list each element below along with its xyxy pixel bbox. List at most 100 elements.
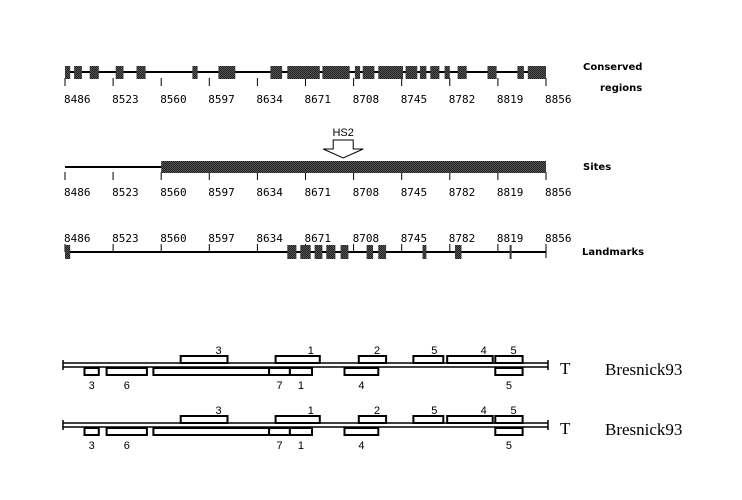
site-box-bottom [268, 367, 291, 376]
landmarks-track: 8486 8523 8560 8597 8634 8671 8708 8745 8782 8819… [64, 232, 572, 259]
tick-label: 8597 [208, 232, 235, 245]
site-box-top [494, 415, 524, 424]
tick-label: 8671 [305, 93, 332, 106]
site-number: 7 [276, 380, 282, 392]
region-block [65, 66, 71, 79]
tick-label: 8597 [208, 186, 235, 199]
conserved-label-2: regions [600, 83, 642, 94]
site-number: 4 [481, 405, 487, 417]
factor-tracks: 3 1 2 5 4 5 3 6 7 1 4 5 3 1 2 5 4 5 3 6 7 1 4 5 [62, 345, 549, 452]
tick-label: 8856 [545, 93, 572, 106]
tick-label: 8819 [497, 186, 524, 199]
site-box-bottom [83, 367, 100, 376]
site-box-bottom [288, 427, 313, 436]
tick-label: 8597 [208, 93, 235, 106]
tick-label: 8708 [353, 232, 380, 245]
tick-label: 8486 [64, 232, 91, 245]
conserved-label-1: Conserved [583, 62, 642, 73]
site-number: 4 [358, 440, 364, 452]
region-block [517, 66, 524, 79]
site-number: 5 [511, 405, 517, 417]
sites-label: Sites [583, 162, 611, 173]
region-block [366, 245, 374, 259]
site-number: 6 [124, 440, 130, 452]
region-block [89, 66, 99, 79]
site-number: 1 [298, 440, 304, 452]
region-block [74, 66, 82, 79]
region-block [326, 245, 336, 259]
region-block [192, 66, 198, 79]
site-box-bottom [494, 427, 524, 436]
site-box-top [446, 355, 494, 364]
region-block [314, 245, 323, 259]
region-block [287, 66, 320, 79]
site-box-bottom [268, 427, 291, 436]
site-number: 2 [374, 345, 380, 357]
site-box-top [357, 355, 388, 364]
factor-glyph-2: T [560, 419, 571, 438]
site-number: 5 [506, 380, 512, 392]
site-number: 3 [89, 380, 95, 392]
region-block [136, 66, 146, 79]
region-block [455, 245, 462, 259]
sites-track: 8486 8523 8560 8597 8634 8671 8708 8745 8782 8819… [64, 139, 572, 199]
region-block [115, 66, 124, 79]
landmarks-label: Landmarks [582, 247, 644, 258]
site-number: 4 [481, 345, 487, 357]
region-block [362, 66, 375, 79]
region-block [300, 245, 311, 259]
site-number: 5 [511, 345, 517, 357]
tick-label: 8523 [112, 186, 139, 199]
site-number: 5 [506, 440, 512, 452]
tick-label: 8634 [256, 232, 283, 245]
tick-label: 8708 [353, 93, 380, 106]
site-box-bottom [105, 427, 148, 436]
tick-label: 8560 [160, 186, 187, 199]
site-box-bottom [343, 427, 380, 436]
region-block [457, 66, 467, 79]
site-box-top [179, 355, 229, 364]
region-block [527, 66, 546, 79]
site-number: 1 [308, 405, 314, 417]
region-block [270, 66, 283, 79]
site-number: 1 [298, 380, 304, 392]
tick-label: 8782 [449, 232, 476, 245]
tick-label: 8819 [497, 232, 524, 245]
region-block [405, 66, 418, 79]
site-number: 1 [308, 345, 314, 357]
tick-label: 8745 [401, 93, 428, 106]
region-block [430, 66, 440, 79]
region-block [65, 245, 71, 259]
site-number: 5 [431, 405, 437, 417]
tick-label: 8856 [545, 186, 572, 199]
region-block [340, 245, 349, 259]
site-number: 3 [215, 405, 221, 417]
hs2-label: HS2 [332, 127, 353, 139]
tick-label: 8745 [401, 186, 428, 199]
tick-label: 8856 [545, 232, 572, 245]
region-block [287, 245, 297, 259]
site-box-top [412, 355, 445, 364]
site-number: 6 [124, 380, 130, 392]
tick-label: 8634 [256, 186, 283, 199]
site-number: 7 [276, 440, 282, 452]
region-block [378, 66, 403, 79]
region-block [487, 66, 497, 79]
hs2-arrow [322, 139, 364, 159]
site-number: 3 [89, 440, 95, 452]
tick-label: 8523 [112, 232, 139, 245]
site-box-bottom [105, 367, 148, 376]
site-box-bottom [343, 367, 380, 376]
region-block [422, 245, 427, 259]
conserved-regions-track: 8486 8523 8560 8597 8634 8671 8708 8745 8782 8819… [64, 66, 572, 106]
factor-track: 3 1 2 5 4 5 3 6 7 1 4 5 [62, 345, 549, 392]
tick-label: 8560 [160, 93, 187, 106]
site-box-top [179, 415, 229, 424]
tick-label: 8523 [112, 93, 139, 106]
region-block [419, 66, 427, 79]
region-block [161, 161, 546, 173]
site-number: 5 [431, 345, 437, 357]
region-block [378, 245, 387, 259]
factor-track: 3 1 2 5 4 5 3 6 7 1 4 5 [62, 405, 549, 452]
